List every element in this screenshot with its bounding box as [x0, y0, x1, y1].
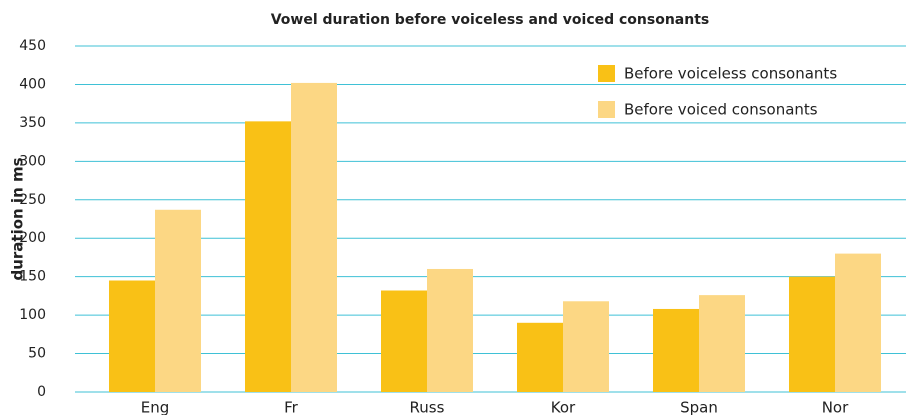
bar [653, 308, 699, 392]
bar [699, 295, 745, 392]
bar [427, 268, 473, 392]
y-tick-label: 350 [19, 115, 46, 131]
bar [517, 322, 563, 392]
x-tick-label: Eng [141, 399, 170, 415]
y-tick-label: 200 [19, 230, 46, 246]
y-tick-label: 300 [19, 153, 46, 169]
x-tick-label: Fr [284, 399, 299, 415]
x-tick-label: Kor [551, 399, 576, 415]
y-tick-label: 100 [19, 307, 46, 323]
y-tick-label: 0 [37, 384, 46, 400]
legend-swatch [598, 65, 615, 82]
bar [245, 121, 291, 393]
bar [155, 209, 201, 392]
y-tick-label: 250 [19, 192, 46, 208]
x-tick-label: Span [680, 399, 718, 415]
y-tick-label: 150 [19, 269, 46, 285]
legend-label: Before voiceless consonants [624, 65, 837, 83]
x-tick-label: Nor [822, 399, 849, 415]
legend-swatch [598, 101, 615, 118]
y-axis-label: duration in ms [9, 157, 27, 280]
y-tick-label: 400 [19, 76, 46, 92]
bar [789, 276, 835, 392]
y-tick-label: 450 [19, 38, 46, 54]
bar [109, 280, 155, 392]
bar [563, 301, 609, 392]
bar [291, 82, 337, 392]
bar [835, 253, 881, 392]
y-tick-label: 50 [28, 346, 46, 362]
legend-label: Before voiced consonants [624, 101, 818, 119]
x-tick-label: Russ [410, 399, 445, 415]
chart-title: Vowel duration before voiceless and voic… [271, 12, 710, 28]
bar [381, 290, 427, 392]
